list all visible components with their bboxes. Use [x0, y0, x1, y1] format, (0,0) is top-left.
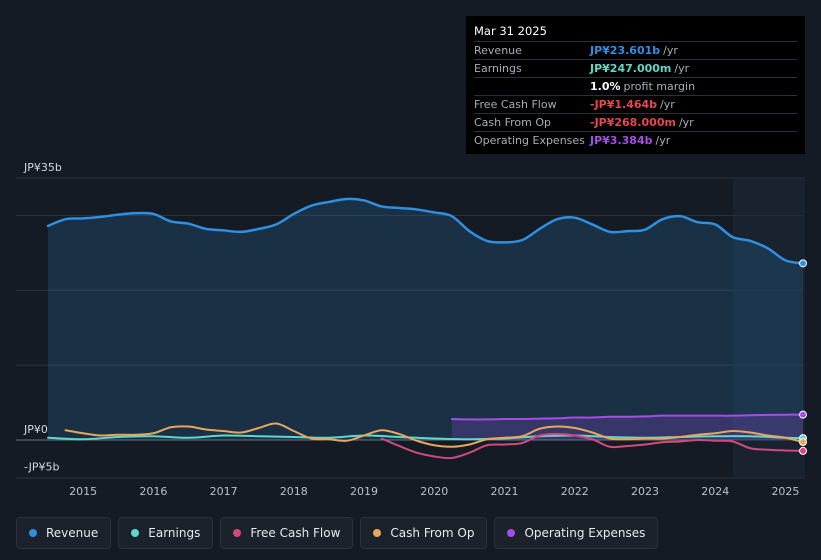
series-areas — [48, 198, 803, 440]
legend-dot-icon — [131, 529, 140, 537]
tooltip-row-unit: /yr — [674, 62, 690, 75]
x-tick-label: 2023 — [631, 485, 659, 498]
tooltip-row-value: JP¥3.384b — [590, 134, 653, 147]
tooltip-rows: Revenue JP¥23.601b/yr Earnings JP¥247.000m /… — [474, 41, 797, 149]
legend-label: Revenue — [46, 526, 99, 540]
legend-label: Free Cash Flow — [250, 526, 341, 540]
tooltip-date: Mar 31 2025 — [474, 24, 547, 38]
tooltip-row-unit: /yr — [678, 116, 694, 129]
x-tick-label: 2020 — [420, 485, 448, 498]
operating-expenses-endpoint — [799, 410, 807, 419]
x-tick-label: 2016 — [139, 485, 167, 498]
cash-from-op-endpoint — [799, 438, 807, 447]
x-axis-labels: 2015 2016 2017 2018 2019 2020 2021 2022 2023 2024… — [69, 485, 799, 498]
tooltip-row-unit: /yr — [660, 98, 675, 111]
tooltip-row: Operating Expenses JP¥3.384b/yr — [474, 131, 797, 149]
revenue-endpoint — [799, 259, 807, 268]
tooltip-row-value: -JP¥268.000m — [590, 116, 676, 129]
y-tick-label: -JP¥5b — [24, 460, 59, 473]
free-cash-flow-endpoint — [799, 446, 807, 455]
legend-label: Operating Expenses — [524, 526, 646, 540]
tooltip-row-label: Revenue — [474, 44, 522, 57]
x-tick-label: 2022 — [561, 485, 589, 498]
tooltip-row: 1.0% profit margin — [474, 77, 797, 95]
tooltip-row-unit: profit margin — [623, 80, 696, 93]
revenue-area — [48, 198, 803, 440]
legend-label: Cash From Op — [390, 526, 475, 540]
revenue-line — [46, 197, 805, 265]
y-axis-labels: JP¥35b JP¥0 -JP¥5b — [23, 161, 62, 473]
legend: Revenue Earnings Free Cash Flow Cash From O… — [16, 517, 659, 549]
x-tick-label: 2018 — [280, 485, 308, 498]
legend-item-operating-expenses[interactable]: Operating Expenses — [494, 517, 659, 549]
x-tick-label: 2019 — [350, 485, 378, 498]
tooltip-row: Cash From Op -JP¥268.000m/yr — [474, 113, 797, 131]
tooltip-row-value: JP¥247.000m — [590, 62, 672, 75]
legend-item-revenue[interactable]: Revenue — [16, 517, 112, 549]
legend-dot-icon — [29, 529, 37, 537]
tooltip-row-label: Earnings — [474, 62, 522, 75]
x-tick-label: 2015 — [69, 485, 97, 498]
tooltip-row-label: Operating Expenses — [474, 134, 585, 147]
free-cash-flow-line — [380, 433, 804, 460]
tooltip: Mar 31 2025 Revenue JP¥23.601b/yr Earnings… — [466, 16, 805, 154]
tooltip-row-value: 1.0% — [590, 80, 621, 93]
tooltip-row-label — [474, 78, 590, 95]
legend-item-cash-from-op[interactable]: Cash From Op — [360, 517, 488, 549]
x-tick-label: 2025 — [771, 485, 799, 498]
series-endpoints — [799, 259, 807, 455]
tooltip-row: Revenue JP¥23.601b/yr — [474, 41, 797, 59]
tooltip-row-unit: /yr — [663, 44, 678, 57]
earnings-line — [47, 434, 804, 441]
tooltip-row-unit: /yr — [655, 134, 671, 147]
legend-item-free-cash-flow[interactable]: Free Cash Flow — [220, 517, 354, 549]
tooltip-row-value: -JP¥1.464b — [590, 98, 658, 111]
y-tick-label: JP¥0 — [23, 423, 48, 436]
y-tick-label: JP¥35b — [23, 161, 62, 174]
legend-dot-icon — [507, 529, 516, 537]
operating-expenses-line — [450, 413, 804, 421]
series-lines — [46, 197, 805, 460]
legend-label: Earnings — [148, 526, 201, 540]
cash-from-op-line — [64, 422, 804, 448]
gridlines — [16, 177, 805, 479]
tooltip-row-value: JP¥23.601b — [590, 44, 661, 57]
x-tick-label: 2024 — [701, 485, 729, 498]
legend-dot-icon — [373, 529, 382, 537]
x-tick-label: 2017 — [210, 485, 238, 498]
legend-dot-icon — [233, 529, 242, 537]
forecast-band — [732, 178, 805, 478]
tooltip-row-label: Free Cash Flow — [474, 98, 557, 111]
legend-item-earnings[interactable]: Earnings — [118, 517, 214, 549]
x-tick-label: 2021 — [491, 485, 519, 498]
tooltip-row-label: Cash From Op — [474, 116, 552, 129]
tooltip-row: Earnings JP¥247.000m/yr — [474, 59, 797, 77]
tooltip-row: Free Cash Flow -JP¥1.464b/yr — [474, 95, 797, 113]
